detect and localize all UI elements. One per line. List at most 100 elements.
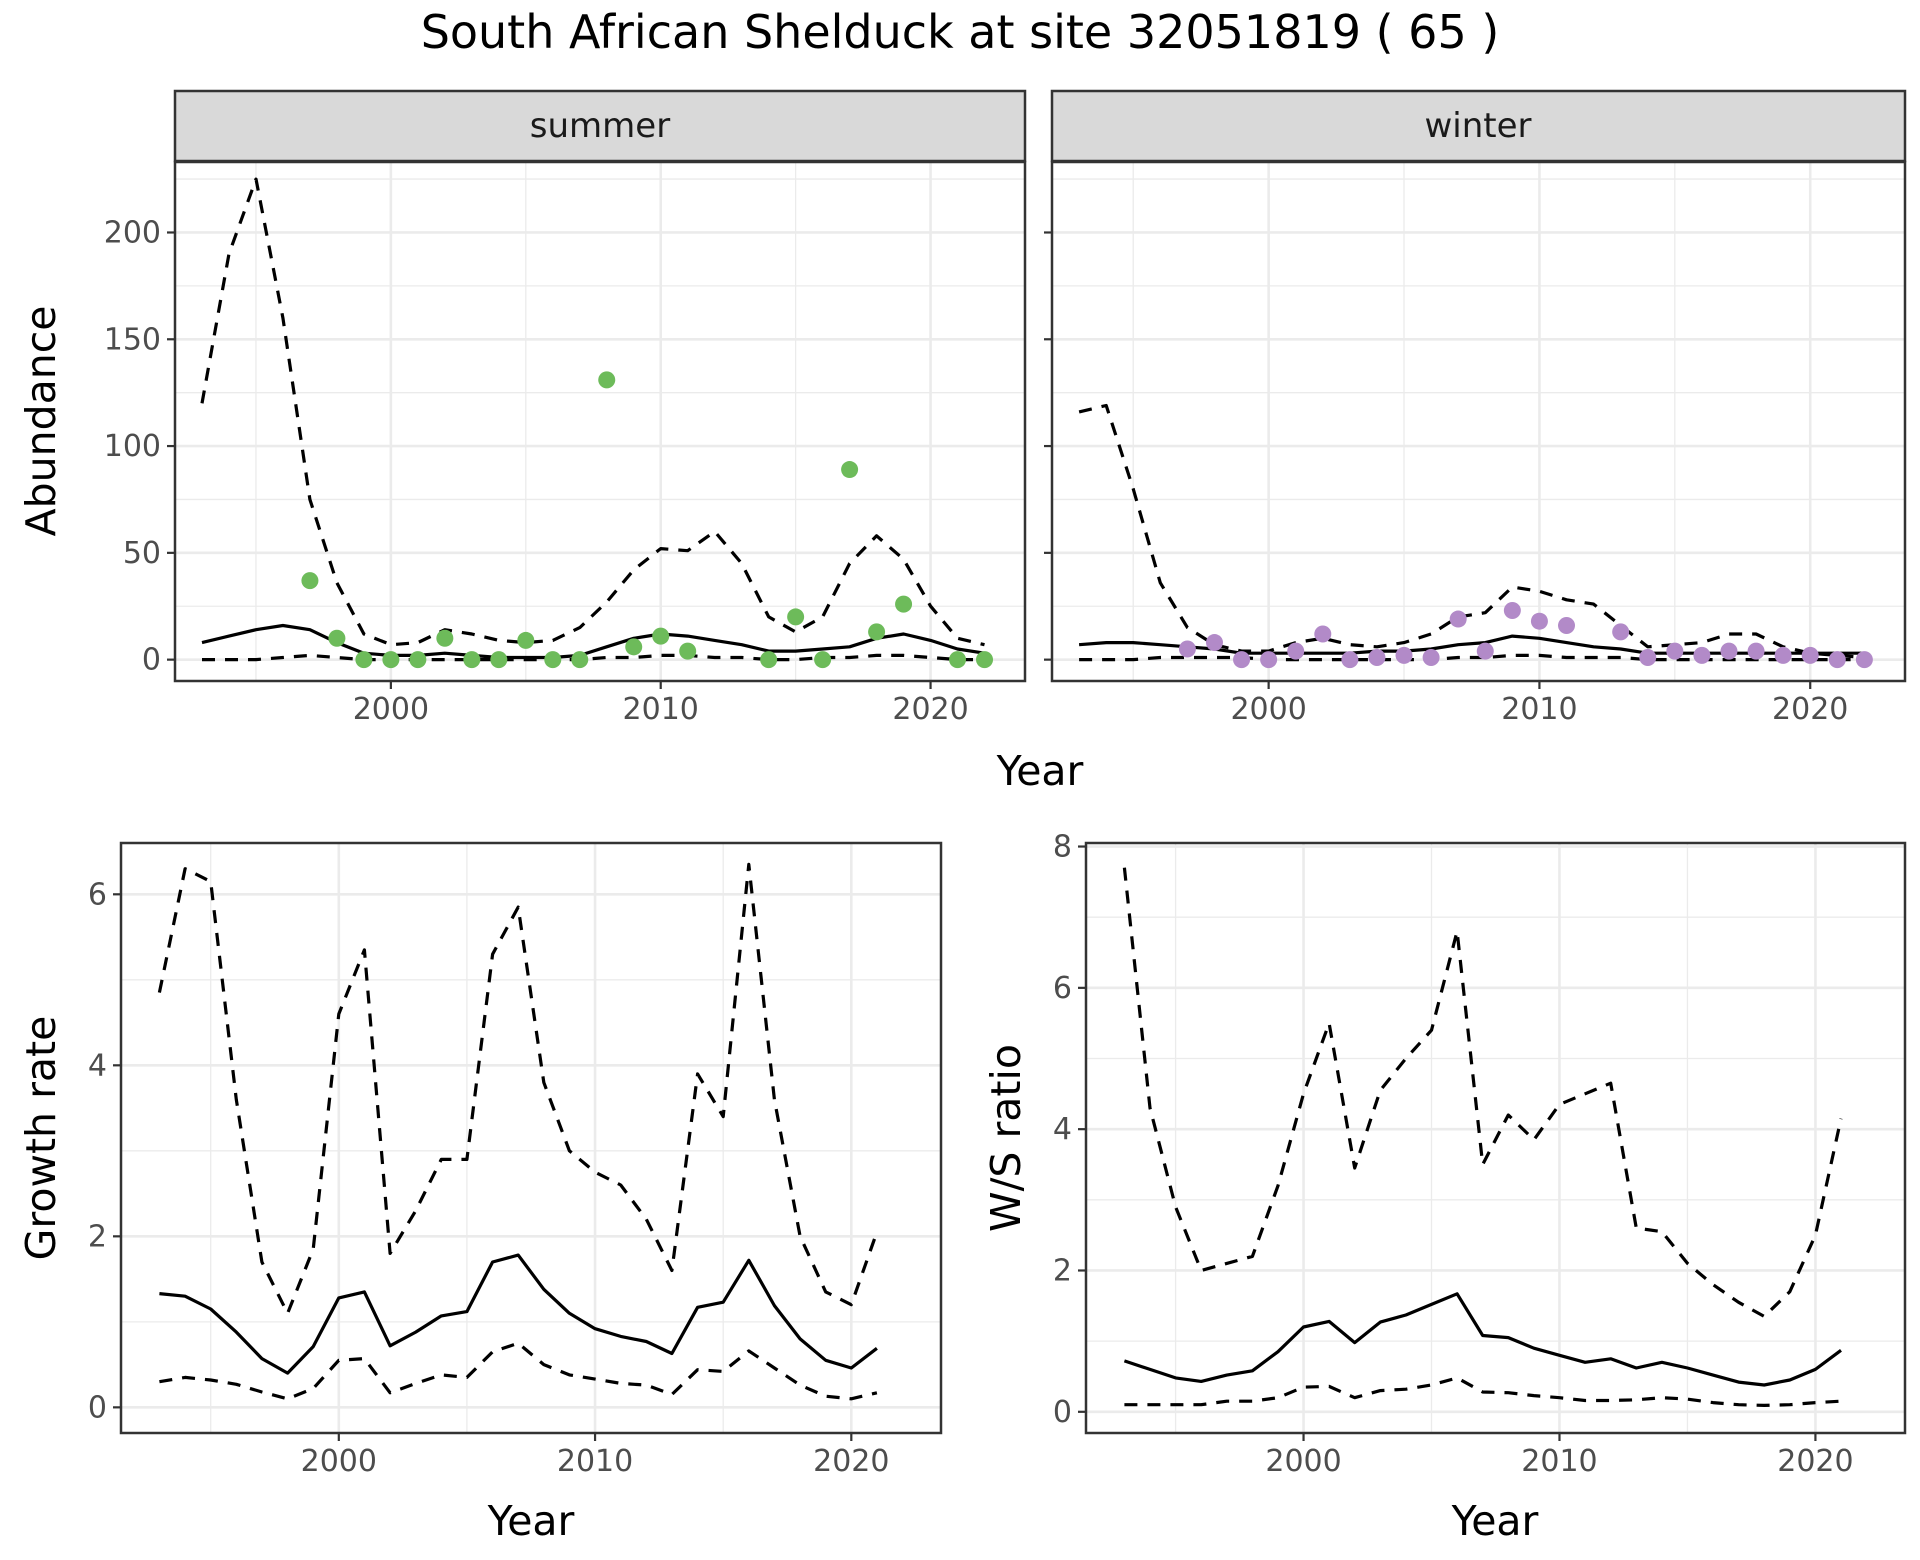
winter-count-point (1530, 612, 1548, 630)
ws-y-tick-label: 6 (1053, 971, 1072, 1006)
winter-count-point (1205, 634, 1223, 652)
winter-lower-line (1079, 653, 1865, 662)
top-y-axis-title: Abundance (17, 306, 65, 537)
winter-count-point (1747, 642, 1765, 660)
summer-count-point (949, 651, 967, 669)
panel-growth: 2000 2010 2020 0 2 4 6 (88, 841, 943, 1479)
ws-y-tick-label: 0 (1053, 1395, 1072, 1430)
winter-count-point (1422, 649, 1440, 667)
summer-count-point (760, 651, 778, 669)
summer-count-point (679, 642, 697, 660)
strip-winter (1050, 89, 1907, 163)
growth-x-tick-label: 2020 (813, 1444, 889, 1479)
growth-x-tick-label: 2000 (301, 1444, 377, 1479)
growth-y-axis-title: Growth rate (17, 1016, 65, 1261)
growth-x-tick-label: 2010 (557, 1444, 633, 1479)
winter-upper-line (1078, 403, 1865, 660)
winter-x-tick-label: 2020 (1772, 692, 1848, 727)
summer-count-point (868, 623, 886, 641)
summer-y-tick-label: 150 (104, 322, 161, 357)
growth-lower-line (159, 1341, 878, 1401)
summer-upper-line (200, 177, 985, 647)
winter-count-point (1476, 642, 1494, 660)
summer-y-tick-label: 100 (104, 429, 161, 464)
ws-lower-line (1124, 1376, 1842, 1408)
ws-upper-line (1122, 867, 1843, 1319)
winter-count-point (1287, 642, 1305, 660)
ws-y-tick-label: 4 (1053, 1112, 1072, 1147)
winter-x-tick-label: 2000 (1230, 692, 1306, 727)
summer-count-point (490, 651, 508, 669)
ws-x-tick-label: 2010 (1521, 1444, 1597, 1479)
panel-ws-ratio: 2000 2010 2020 0 2 4 6 8 (1053, 830, 1907, 1479)
winter-count-point (1774, 646, 1792, 664)
winter-count-point (1693, 646, 1711, 664)
winter-count-point (1260, 651, 1278, 669)
winter-mid-line (1078, 634, 1865, 655)
panel-growth-border (119, 841, 943, 1435)
summer-lower-line (202, 653, 985, 662)
growth-x-axis-title: Year (487, 1497, 575, 1545)
ws-y-tick-label: 8 (1053, 830, 1072, 865)
summer-y-tick-label: 50 (123, 536, 161, 571)
winter-count-point (1503, 602, 1521, 620)
winter-count-point (1558, 616, 1576, 634)
growth-y-tick-label: 4 (88, 1048, 107, 1083)
winter-count-point (1612, 623, 1630, 641)
plot-summer: 2000 2010 2020 0 50 100 150 200 (104, 162, 1025, 727)
growth-y-tick-label: 2 (88, 1219, 107, 1254)
winter-x-tick-label: 2010 (1501, 692, 1577, 727)
ws-y-tick-label: 2 (1053, 1253, 1072, 1288)
winter-count-point (1639, 649, 1657, 667)
growth-y-tick-label: 6 (88, 877, 107, 912)
summer-x-tick-label: 2000 (353, 692, 429, 727)
summer-count-point (517, 631, 535, 649)
summer-y-tick-label: 0 (142, 643, 161, 678)
plot-ws-ratio: 2000 2010 2020 0 2 4 6 8 (1053, 830, 1905, 1479)
strip-winter-label: winter (1424, 106, 1531, 146)
top-x-axis-title: Year (996, 747, 1084, 795)
growth-y-tick-label: 0 (88, 1390, 107, 1425)
panel-ws-ratio-border (1084, 841, 1907, 1435)
summer-count-point (787, 608, 805, 626)
strip-summer-label: summer (530, 106, 670, 146)
winter-count-point (1801, 646, 1819, 664)
summer-count-point (652, 627, 670, 645)
winter-count-point (1449, 610, 1467, 628)
summer-x-tick-label: 2020 (892, 692, 968, 727)
winter-count-point (1368, 649, 1386, 667)
summer-count-point (571, 651, 589, 669)
summer-count-point (436, 629, 454, 647)
summer-count-point (895, 595, 913, 613)
ws-y-axis-title: W/S ratio (982, 1044, 1030, 1232)
winter-count-point (1314, 625, 1332, 643)
summer-count-point (625, 638, 643, 656)
winter-count-point (1178, 640, 1196, 658)
winter-count-point (1828, 651, 1846, 669)
panel-winter-border (1050, 160, 1907, 683)
strip-summer (173, 89, 1027, 163)
chart-title: South African Shelduck at site 32051819 … (421, 5, 1500, 59)
summer-count-point (382, 651, 400, 669)
summer-count-point (409, 651, 427, 669)
panel-summer-border (173, 160, 1027, 683)
ws-x-tick-label: 2000 (1265, 1444, 1341, 1479)
panel-winter: winter 2000 2010 2020 (1044, 89, 1907, 727)
summer-count-point (598, 371, 616, 389)
winter-count-point (1720, 642, 1738, 660)
summer-count-point (841, 461, 859, 479)
growth-upper-line (157, 862, 879, 1315)
summer-x-tick-label: 2010 (623, 692, 699, 727)
summer-count-point (328, 629, 346, 647)
summer-count-point (301, 572, 319, 590)
winter-count-point (1855, 651, 1873, 669)
plot-growth: 2000 2010 2020 0 2 4 6 (88, 843, 941, 1479)
summer-count-point (544, 651, 562, 669)
panel-summer: summer 2000 2010 2020 0 50 100 150 200 (104, 89, 1027, 727)
winter-count-point (1395, 646, 1413, 664)
winter-count-point (1666, 642, 1684, 660)
summer-count-point (976, 651, 994, 669)
summer-count-point (463, 651, 481, 669)
summer-count-point (814, 651, 832, 669)
